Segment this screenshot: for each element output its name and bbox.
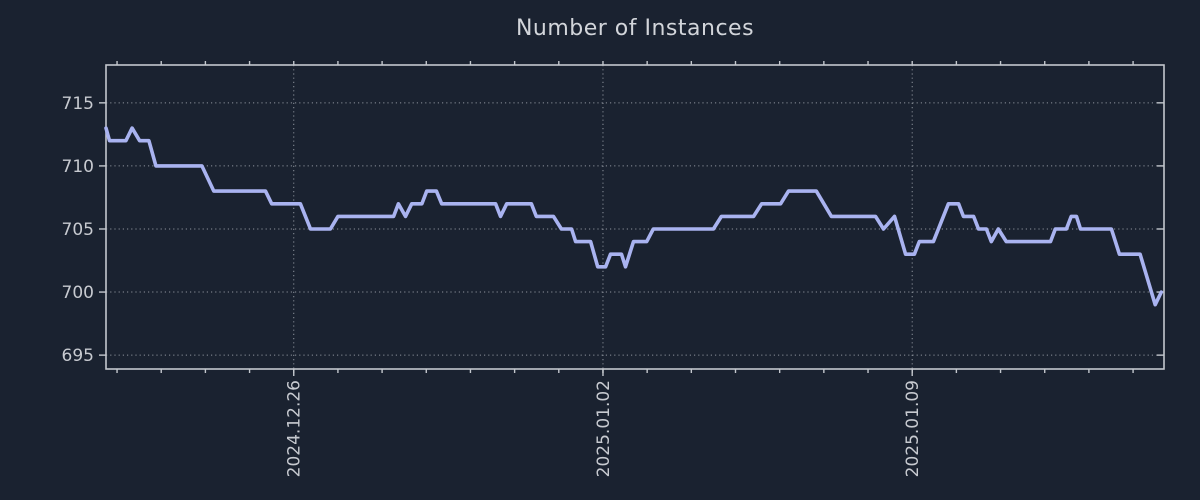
plot-border [105, 64, 1165, 370]
y-tick-label: 710 [62, 157, 94, 177]
y-tick-label: 705 [62, 220, 94, 240]
chart-title: Number of Instances [515, 16, 755, 41]
x-tick-label: 2025.01.02 [594, 380, 614, 477]
y-tick-label: 695 [62, 346, 94, 366]
x-tick-label: 2025.01.09 [903, 380, 923, 477]
series-line-instances [104, 126, 1164, 307]
y-tick-label: 715 [62, 94, 94, 114]
x-tick-label: 2024.12.26 [285, 380, 305, 477]
y-tick-label: 700 [62, 283, 94, 303]
